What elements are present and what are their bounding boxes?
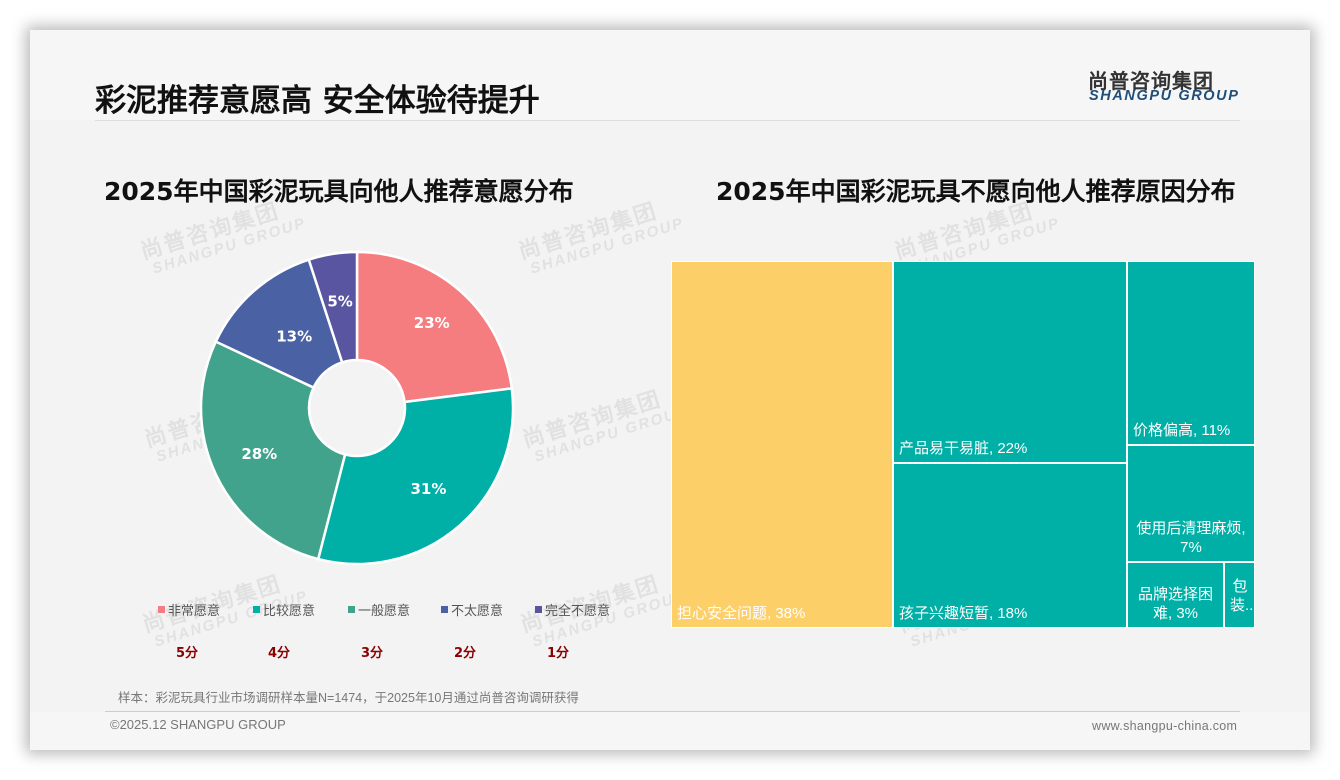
score-label: 3分 [361,646,384,661]
treemap-cell-short-interest: 孩子兴趣短暂, 18% [893,463,1127,628]
pie-slice-very-unwilling [307,250,359,364]
pie-slice-very-willing [355,250,514,404]
treemap-cell-cleanup: 使用后清理麻烦, 7% [1127,445,1255,562]
treemap-label: 担心安全问题, 38% [677,605,806,622]
donut-chart: 23% 31% 28% 13% 5% [199,250,515,566]
legend-swatch [253,606,260,613]
treemap-cell-safety: 担心安全问题, 38% [671,261,893,628]
score-label: 1分 [547,646,570,661]
header-band [30,30,1310,120]
legend-swatch [158,606,165,613]
logo-chinese: 尚普咨询集团 [1088,69,1214,93]
footer-divider [105,711,1240,712]
treemap-label: 价格偏高, 11% [1133,422,1231,439]
logo-english: SHANGPU GROUP [1089,88,1240,104]
legend-swatch [441,606,448,613]
legend-swatch [535,606,542,613]
right-chart-title: 2025年中国彩泥玩具不愿向他人推荐原因分布 [716,177,1236,206]
pie-slice-label: 13% [276,328,312,346]
legend-label: 比较愿意 [263,603,316,618]
slide: 彩泥推荐意愿高 安全体验待提升 尚普咨询集团 SHANGPU GROUP 尚普咨… [30,30,1310,750]
left-chart-title: 2025年中国彩泥玩具向他人推荐意愿分布 [104,177,574,206]
legend-label: 不太愿意 [451,603,504,618]
legend-label: 完全不愿意 [545,603,611,618]
website-link[interactable]: www.shangpu-china.com [1092,719,1238,733]
treemap-cell-dry-dirty: 产品易干易脏, 22% [893,261,1127,463]
legend-item: 完全不愿意 [535,600,610,619]
copyright: ©2025.12 SHANGPU GROUP [110,717,286,732]
treemap-label: 包装... [1230,578,1255,614]
legend-label: 非常愿意 [168,603,221,618]
page-title: 彩泥推荐意愿高 安全体验待提升 [95,83,540,119]
score-label: 2分 [454,646,477,661]
treemap-cell-price: 价格偏高, 11% [1127,261,1255,445]
legend-item: 比较愿意 [253,600,315,619]
treemap-label: 使用后清理麻烦, 7% [1136,520,1246,556]
pie-slice-fairly-willing [316,387,515,566]
treemap-label: 品牌选择困难, 3% [1137,586,1213,622]
legend-item: 一般愿意 [348,600,410,619]
score-label: 4分 [268,646,291,661]
legend-swatch [348,606,355,613]
pie-slice-label: 31% [410,480,446,498]
treemap-cell-brand-choice: 品牌选择困难, 3% [1127,562,1224,628]
pie-slice-label: 23% [414,314,450,332]
legend-item: 非常愿意 [158,600,220,619]
header-divider [95,120,1240,121]
sample-note: 样本：彩泥玩具行业市场调研样本量N=1474，于2025年10月通过尚普咨询调研… [118,691,579,705]
pie-slice-neutral [199,339,347,561]
legend-item: 不太愿意 [441,600,503,619]
score-label: 5分 [176,646,199,661]
footer-band [30,712,1310,750]
treemap-label: 产品易干易脏, 22% [899,440,1028,457]
pie-slice-label: 5% [327,292,352,310]
chart-legend: 非常愿意 比较愿意 一般愿意 不太愿意 完全不愿意 [30,600,690,620]
treemap-chart: 担心安全问题, 38% 产品易干易脏, 22% 孩子兴趣短暂, 18% 价格偏高… [671,261,1255,628]
legend-label: 一般愿意 [358,603,411,618]
treemap-label: 孩子兴趣短暂, 18% [899,605,1028,622]
pie-slice-label: 28% [241,445,277,463]
treemap-cell-packaging: 包装... [1224,562,1255,628]
pie-slice-unwilling [214,258,344,390]
